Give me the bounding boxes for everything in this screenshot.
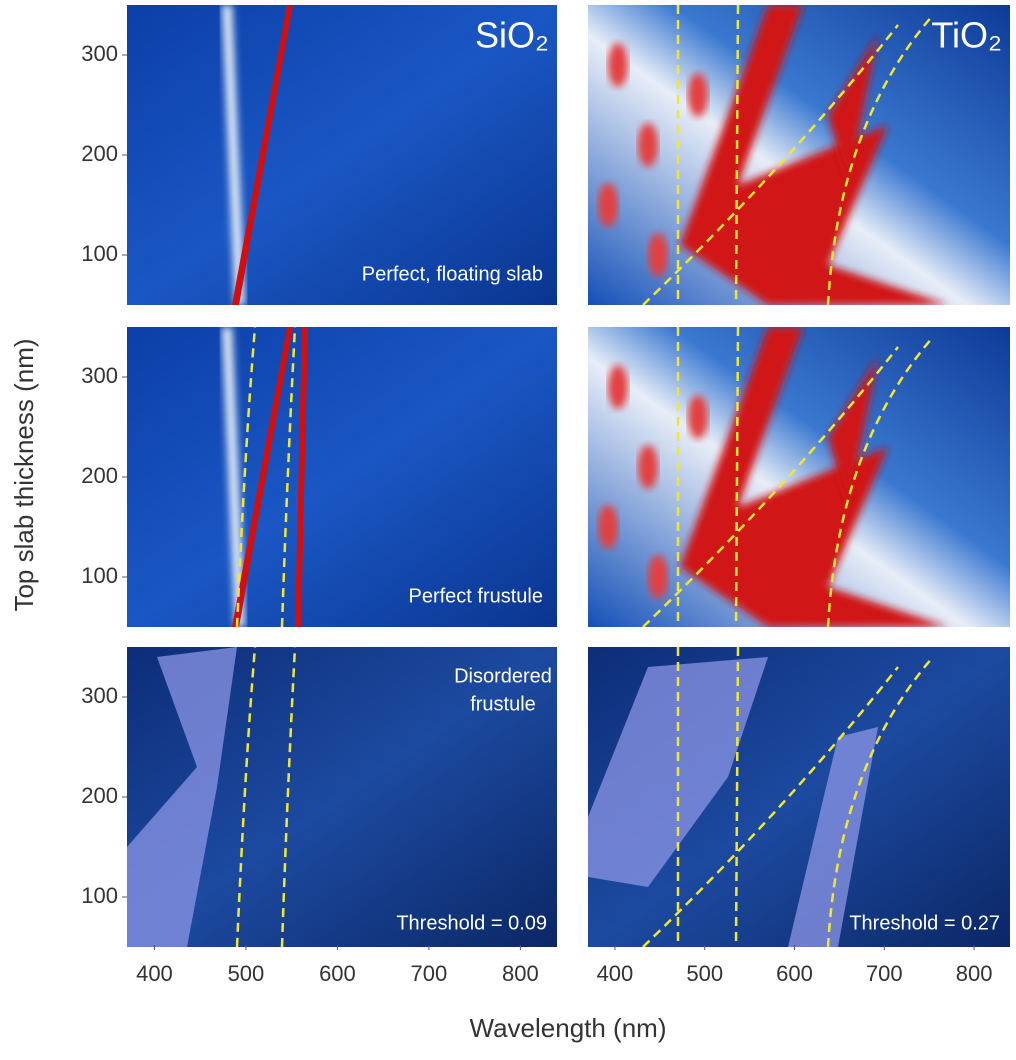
y-tick-label: 200 <box>81 463 118 488</box>
mode-band <box>232 5 293 305</box>
x-axis-label: Wavelength (nm) <box>470 1013 667 1043</box>
x-tick-label: 400 <box>136 961 173 986</box>
heatmap-image <box>588 647 1010 947</box>
guide-curve <box>734 327 740 627</box>
heatmap-image <box>127 647 557 947</box>
y-tick-label: 300 <box>81 41 118 66</box>
guide-curve <box>642 346 899 627</box>
material-label: TiO₂ <box>931 15 1002 56</box>
mode-spot <box>608 43 628 87</box>
threshold-label: Threshold = 0.27 <box>849 912 1000 934</box>
y-tick-label: 200 <box>81 141 118 166</box>
heatmap-panel <box>588 647 1010 947</box>
guide-curve <box>280 327 297 627</box>
heatmap-panel <box>127 327 557 627</box>
heatmap-panel <box>588 5 1010 305</box>
mode-region <box>828 35 878 185</box>
mode-spot <box>598 505 618 549</box>
mode-spot <box>598 183 618 227</box>
guide-curve <box>280 647 297 947</box>
guide-curve <box>235 647 257 947</box>
y-tick-label: 100 <box>81 241 118 266</box>
mode-spot <box>688 73 708 117</box>
guide-curve <box>826 336 934 627</box>
guide-curve <box>734 5 740 305</box>
y-tick-label: 300 <box>81 683 118 708</box>
heatmap-image <box>588 5 1010 305</box>
y-tick-label: 300 <box>81 363 118 388</box>
x-tick-label: 500 <box>686 961 723 986</box>
guide-curve <box>826 14 934 305</box>
x-tick-label: 600 <box>776 961 813 986</box>
mode-band <box>232 327 293 627</box>
y-tick-label: 200 <box>81 783 118 808</box>
mode-spot <box>638 445 658 489</box>
guide-curve <box>734 647 740 947</box>
x-tick-label: 600 <box>319 961 356 986</box>
mode-region <box>680 5 948 305</box>
mode-region <box>828 357 878 507</box>
mode-region <box>680 327 948 627</box>
panel-annotation: Perfect, floating slab <box>362 263 543 285</box>
threshold-region <box>588 657 878 947</box>
y-axis-label: Top slab thickness (nm) <box>9 338 39 611</box>
guide-curve <box>235 327 257 627</box>
panel-annotation: frustule <box>470 693 536 715</box>
guide-curve <box>826 656 934 947</box>
mode-band <box>222 327 245 627</box>
guide-curve <box>642 666 899 947</box>
heatmap-image <box>127 327 557 627</box>
threshold-region <box>127 647 237 947</box>
x-tick-label: 700 <box>411 961 448 986</box>
x-tick-label: 800 <box>956 961 993 986</box>
heatmap-image <box>588 327 1010 627</box>
panel-annotation: Perfect frustule <box>408 585 543 607</box>
x-tick-label: 700 <box>866 961 903 986</box>
mode-spot <box>648 233 668 277</box>
mode-spot <box>638 123 658 167</box>
x-tick-label: 400 <box>597 961 634 986</box>
mode-spot <box>608 365 628 409</box>
heatmap-panel <box>127 5 557 305</box>
mode-spot <box>688 395 708 439</box>
y-tick-label: 100 <box>81 883 118 908</box>
mode-spot <box>648 555 668 599</box>
threshold-label: Threshold = 0.09 <box>396 912 547 934</box>
y-tick-label: 100 <box>81 563 118 588</box>
x-tick-label: 800 <box>502 961 539 986</box>
guide-curve <box>642 24 899 305</box>
heatmap-panel <box>127 647 557 947</box>
panel-annotation: Disordered <box>454 665 552 687</box>
mode-band <box>222 5 245 305</box>
mode-band <box>295 327 308 627</box>
x-tick-label: 500 <box>228 961 265 986</box>
heatmap-background <box>127 5 557 305</box>
material-label: SiO₂ <box>475 15 549 56</box>
heatmap-image <box>127 5 557 305</box>
heatmap-panel <box>588 327 1010 627</box>
heatmap-background <box>127 327 557 627</box>
